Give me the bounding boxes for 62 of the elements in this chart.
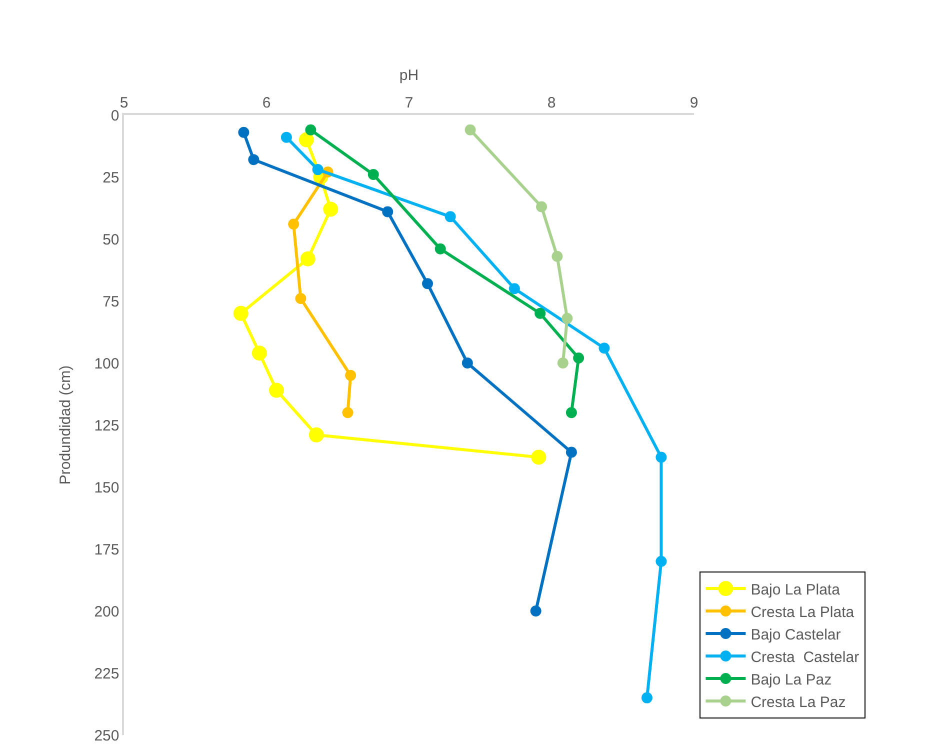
x-axis-title: pH (399, 67, 419, 84)
legend-label: Bajo La Plata (750, 581, 841, 598)
legend-label: Bajo Castelar (750, 626, 841, 644)
y-tick-label: 125 (94, 417, 120, 434)
x-tick-label: 5 (120, 94, 128, 112)
point (342, 407, 354, 418)
y-tick-label: 100 (94, 355, 120, 372)
y-tick-label: 75 (102, 293, 120, 310)
legend-label: Cresta La Paz (750, 694, 846, 711)
y-tick-label: 175 (94, 541, 120, 558)
point (444, 211, 456, 222)
point (422, 278, 434, 290)
point (536, 201, 548, 212)
point (566, 446, 577, 458)
point (238, 126, 250, 138)
point (295, 293, 306, 304)
point (300, 251, 316, 266)
point (268, 382, 284, 398)
y-tick-label: 50 (102, 231, 120, 248)
legend-label: Cresta Castelar (750, 648, 860, 666)
point (298, 132, 314, 148)
point (248, 154, 260, 166)
point (345, 370, 356, 381)
x-tick-label: 9 (690, 94, 698, 112)
point (598, 342, 610, 354)
point (312, 164, 324, 176)
point (562, 312, 573, 324)
legend-label: Bajo La Paz (750, 671, 832, 688)
point (552, 250, 563, 262)
point (280, 132, 292, 143)
legend-label: Cresta La Plata (750, 604, 855, 621)
point (288, 218, 300, 230)
point (323, 202, 338, 217)
point (233, 306, 248, 321)
point (531, 450, 546, 465)
point (308, 427, 324, 442)
y-tick-label: 150 (94, 479, 120, 496)
y-tick-label: 225 (94, 665, 120, 682)
x-tick-label: 8 (547, 94, 556, 112)
x-tick-label: 6 (262, 94, 271, 112)
point (464, 124, 476, 136)
point (566, 407, 577, 418)
point (557, 358, 568, 368)
point (462, 358, 473, 368)
y-tick-label: 250 (94, 727, 120, 744)
y-tick-label: 0 (110, 107, 120, 124)
point (382, 206, 394, 218)
point (434, 243, 446, 254)
point (656, 556, 667, 567)
point (305, 124, 316, 136)
x-tick-label: 7 (404, 94, 414, 112)
y-axis-title: Produndidad (cm) (56, 365, 74, 485)
point (534, 308, 546, 319)
point (530, 606, 542, 616)
point (508, 283, 520, 294)
point (656, 452, 667, 463)
y-tick-label: 200 (94, 603, 120, 620)
point (252, 346, 267, 361)
point (368, 169, 379, 180)
point (573, 352, 584, 364)
y-tick-label: 25 (102, 169, 120, 186)
point (641, 692, 652, 704)
